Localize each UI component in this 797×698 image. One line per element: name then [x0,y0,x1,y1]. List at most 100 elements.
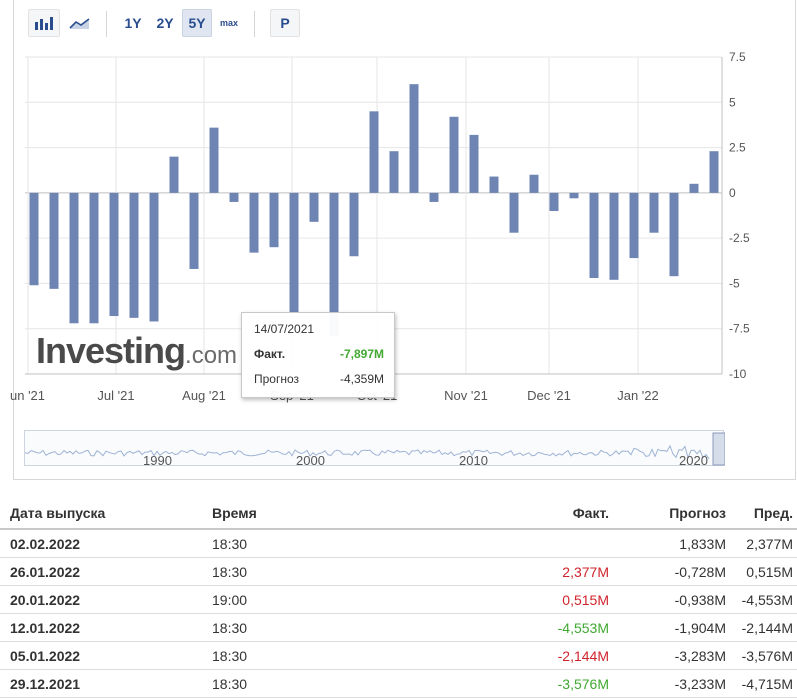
navigator-label-2010: 2010 [459,453,488,468]
bar [369,111,379,193]
row-forecast: -1,904M [615,613,732,642]
row-previous: 0,515M [732,557,797,586]
col-time[interactable]: Время [206,498,508,530]
y-tick-label: -10 [729,367,747,381]
range-5y-button[interactable]: 5Y [182,9,212,37]
bar [489,176,499,193]
bar [709,151,719,193]
bar [529,174,539,193]
row-actual: -3,576M [508,669,615,698]
bar [229,192,239,202]
row-time: 18:30 [206,641,508,670]
bar [569,192,579,199]
navigator-label-2020: 2020 [679,453,708,468]
bar [129,192,139,318]
row-time: 18:30 [206,557,508,586]
y-tick-label: -7.5 [729,322,750,336]
y-tick-label: -5 [729,276,740,290]
bar [149,192,159,322]
bar [449,116,459,193]
col-release-date[interactable]: Дата выпуска [0,498,206,530]
col-forecast[interactable]: Прогноз [615,498,732,530]
bar [289,192,299,313]
range-2y-button[interactable]: 2Y [156,15,174,31]
bar [669,192,679,277]
navigator-label-2000: 2000 [296,453,325,468]
row-time: 18:30 [206,529,508,558]
p-button[interactable]: P [270,9,300,37]
row-date: 05.01.2022 [0,641,206,670]
bar [189,192,199,269]
navigator-sparkline [24,432,726,466]
bar [309,192,319,222]
table-row: 02.02.2022 18:30 1,833M 2,377M [0,529,797,558]
bar-chart-icon [35,17,53,30]
bar [689,183,699,193]
tooltip-forecast-value: -4,359M [339,372,384,386]
range-1y-button[interactable]: 1Y [124,15,142,31]
area-chart-button[interactable] [64,9,96,37]
row-date: 20.01.2022 [0,585,206,614]
bar-chart-button[interactable] [28,9,60,37]
navigator-handle[interactable] [712,432,726,466]
chart-tooltip: 14/07/2021 Факт. -7,897M Прогноз -4,359M [241,312,395,398]
range-max-button[interactable]: max [219,18,238,28]
row-forecast: -3,283M [615,641,732,670]
tooltip-actual-value: -7,897M [339,347,384,361]
row-actual: 0,515M [508,585,615,614]
y-tick-label: 5 [729,95,736,109]
row-time: 18:30 [206,613,508,642]
bar [389,151,399,193]
col-previous[interactable]: Пред. [732,498,797,530]
bar [29,192,39,286]
row-date: 12.01.2022 [0,613,206,642]
row-previous: 2,377M [732,529,797,558]
table-header-row: Дата выпуска Время Факт. Прогноз Пред. [0,498,797,530]
x-tick-label: Nov '21 [444,388,488,403]
row-date: 26.01.2022 [0,557,206,586]
table-row: 26.01.2022 18:30 2,377M -0,728M 0,515M [0,557,797,586]
x-tick-label: Jul '21 [97,388,134,403]
y-tick-label: -2.5 [729,231,750,245]
y-tick-label: 7.5 [729,50,746,64]
row-forecast: -3,233M [615,669,732,698]
bar [169,156,179,193]
bar [329,192,339,336]
row-date: 02.02.2022 [0,529,206,558]
navigator-label-1990: 1990 [143,453,172,468]
col-actual[interactable]: Факт. [508,498,615,530]
history-table: Дата выпуска Время Факт. Прогноз Пред. 0… [0,498,797,698]
table-row: 05.01.2022 18:30 -2,144M -3,283M -3,576M [0,641,797,670]
bar [209,127,219,193]
bar [269,192,279,248]
table-row: 20.01.2022 19:00 0,515M -0,938M -4,553M [0,585,797,614]
y-tick-label: 0 [729,186,736,200]
bar [549,192,559,211]
table-row: 29.12.2021 18:30 -3,576M -3,233M -4,715M [0,669,797,698]
bar [609,192,619,280]
bar [469,134,479,193]
range-navigator[interactable]: 1990 2000 2010 2020 [24,430,726,468]
tooltip-date: 14/07/2021 [254,322,315,336]
row-previous: -4,715M [732,669,797,698]
x-tick-label: Jan '22 [617,388,659,403]
row-previous: -2,144M [732,613,797,642]
row-time: 18:30 [206,669,508,698]
row-previous: -3,576M [732,641,797,670]
x-tick-label: un '21 [10,388,45,403]
row-forecast: 1,833M [615,529,732,558]
bar [69,192,79,324]
row-actual [508,529,615,558]
row-forecast: -0,728M [615,557,732,586]
bar [649,192,659,233]
bar [629,192,639,259]
row-actual: -2,144M [508,641,615,670]
bar [429,192,439,202]
row-previous: -4,553M [732,585,797,614]
tooltip-forecast-label: Прогноз [254,372,300,386]
bar [409,84,419,193]
tooltip-actual-label: Факт. [254,347,286,361]
table-row: 12.01.2022 18:30 -4,553M -1,904M -2,144M [0,613,797,642]
y-tick-label: 2.5 [729,141,746,155]
bar [509,192,519,233]
